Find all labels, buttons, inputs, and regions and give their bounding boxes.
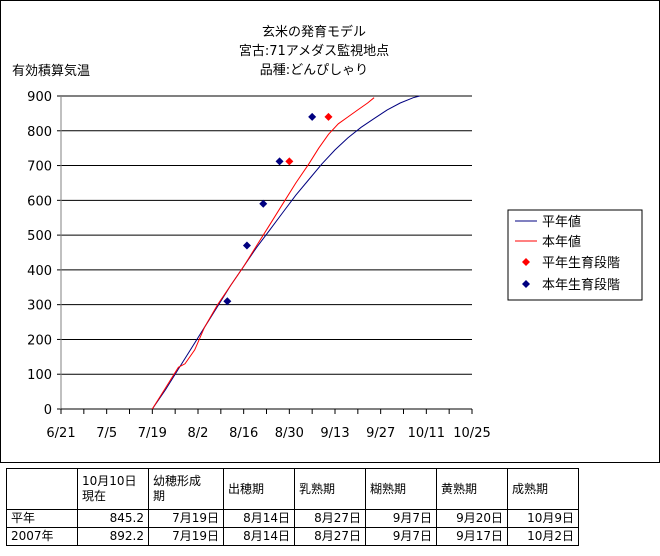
header-text: 出穂期 (228, 481, 265, 496)
table-cell: 7月19日 (148, 527, 224, 546)
y-tick-label: 700 (27, 160, 52, 175)
x-tick-label: 6/21 (46, 426, 75, 441)
legend-label: 平年生育段階 (542, 255, 620, 271)
x-tick-label: 8/2 (188, 426, 209, 441)
y-tick-label: 500 (27, 229, 52, 244)
row-label: 平年 (6, 509, 78, 528)
table-cell: 8月14日 (223, 527, 295, 546)
x-tick-label: 9/13 (320, 426, 349, 441)
table-cell: 10月9日 (507, 509, 579, 528)
header-cell-dough: 糊熟期 (365, 468, 437, 510)
table-row: 2007年 892.2 7月19日 8月14日 8月27日 9月7日 9月17日… (6, 527, 579, 546)
chart-title-line: 品種:どんぴしゃり (260, 62, 368, 78)
x-tick-label: 8/16 (229, 426, 258, 441)
stage-marker-current (259, 199, 268, 208)
chart-title-line: 玄米の発育モデル (262, 24, 366, 40)
table-cell: 9月7日 (365, 509, 437, 528)
table-header-row: 10月10日 現在 幼穂形成 期 出穂期 乳熟期 糊熟期 黄熟期 成熟期 (6, 468, 579, 510)
y-tick-label: 200 (27, 333, 52, 348)
table-corner-cell (6, 468, 78, 510)
table-cell: 9月17日 (436, 527, 508, 546)
stage-marker-current (242, 241, 251, 250)
table-cell: 8月27日 (294, 527, 366, 546)
header-text: 糊熟期 (370, 481, 407, 496)
y-tick-label: 800 (27, 125, 52, 140)
table-cell: 9月7日 (365, 527, 437, 546)
x-tick-label: 7/19 (138, 426, 167, 441)
x-tick-label: 7/5 (96, 426, 117, 441)
y-tick-label: 400 (27, 264, 52, 279)
header-cell-milk: 乳熟期 (294, 468, 366, 510)
table-cell: 892.2 (77, 527, 149, 546)
series-line-current (151, 97, 375, 410)
table-cell: 9月20日 (436, 509, 508, 528)
table-cell: 8月27日 (294, 509, 366, 528)
x-tick-label: 8/30 (275, 426, 304, 441)
legend-label: 本年値 (542, 234, 581, 250)
header-cell-mature: 成熟期 (507, 468, 579, 510)
y-tick-label: 0 (44, 403, 52, 418)
stage-marker-normal (285, 157, 294, 166)
header-text: 成熟期 (512, 481, 549, 496)
stage-marker-current (223, 297, 232, 306)
y-axis-label: 有効積算気温 (12, 63, 90, 79)
stage-table: 10月10日 現在 幼穂形成 期 出穂期 乳熟期 糊熟期 黄熟期 成熟期 (6, 468, 579, 546)
header-text: 幼穂形成 (153, 474, 202, 488)
stage-marker-current (275, 157, 284, 166)
stage-marker-normal (324, 112, 333, 121)
legend-label: 本年生育段階 (542, 277, 620, 293)
x-tick-label: 10/25 (453, 426, 490, 441)
chart-title-line: 宮古:71アメダス監視地点 (239, 43, 389, 59)
stage-table-wrap: 10月10日 現在 幼穂形成 期 出穂期 乳熟期 糊熟期 黄熟期 成熟期 (6, 468, 579, 546)
y-tick-label: 300 (27, 299, 52, 314)
stage-marker-current (308, 112, 317, 121)
header-text: 黄熟期 (441, 481, 478, 496)
header-cell-panicle: 幼穂形成 期 (148, 468, 224, 510)
table-cell: 845.2 (77, 509, 149, 528)
header-cell-yellow: 黄熟期 (436, 468, 508, 510)
table-row: 平年 845.2 7月19日 8月14日 8月27日 9月7日 9月20日 10… (6, 509, 579, 528)
header-text: 乳熟期 (299, 481, 336, 496)
table-cell: 10月2日 (507, 527, 579, 546)
legend-box (507, 209, 643, 301)
header-cell-heading: 出穂期 (223, 468, 295, 510)
x-tick-label: 9/27 (366, 426, 395, 441)
y-tick-label: 900 (27, 90, 52, 105)
header-text: 期 (153, 489, 166, 503)
row-label: 2007年 (6, 527, 78, 546)
series-line-normal (151, 95, 420, 410)
x-tick-label: 10/11 (408, 426, 445, 441)
table-cell: 7月19日 (148, 509, 224, 528)
legend-label: 平年値 (542, 214, 581, 230)
header-cell-current: 10月10日 現在 (77, 468, 149, 510)
y-tick-label: 600 (27, 194, 52, 209)
y-tick-label: 100 (27, 368, 52, 383)
header-text: 10月10日 (82, 474, 137, 488)
header-text: 現在 (82, 489, 107, 503)
legend-marker-swatch (522, 280, 530, 288)
table-cell: 8月14日 (223, 509, 295, 528)
legend-marker-swatch (522, 258, 530, 266)
